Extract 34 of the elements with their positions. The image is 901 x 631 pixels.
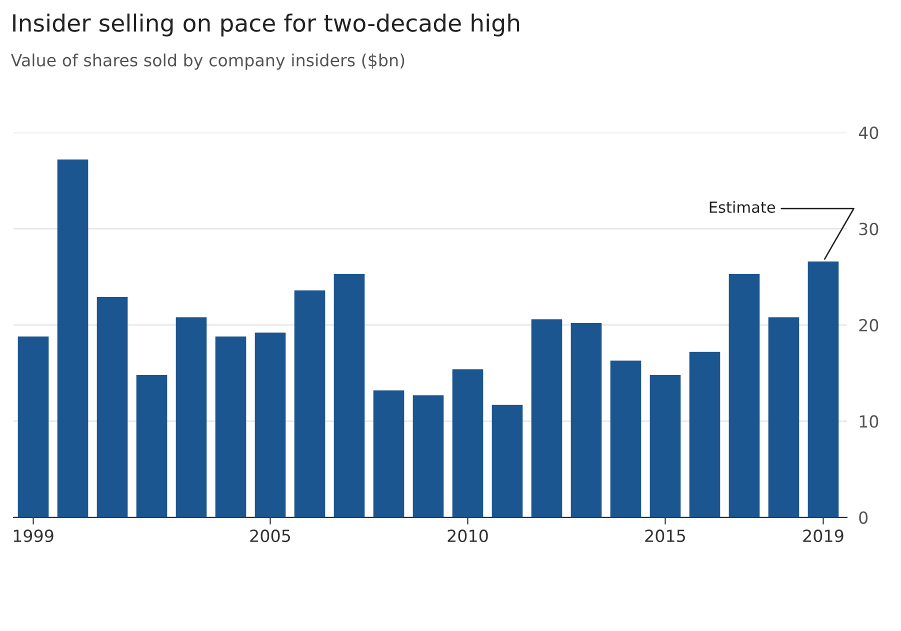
- x-tick-label: 2015: [645, 530, 685, 542]
- bar: [452, 369, 484, 518]
- bar: [728, 274, 760, 518]
- bar: [373, 390, 404, 518]
- y-tick-label: 0: [859, 511, 868, 524]
- y-tick-label: 30: [859, 222, 878, 236]
- bar: [531, 319, 562, 518]
- x-tick-label: 2010: [448, 530, 488, 542]
- y-tick-label: 20: [859, 318, 878, 332]
- bar: [492, 404, 523, 518]
- y-tick-label: 40: [858, 126, 878, 140]
- chart-title: Insider selling on pace for two-decade high: [13, 14, 520, 36]
- x-tick-label: 2005: [250, 530, 290, 542]
- annotation: Estimate: [710, 201, 776, 213]
- bar: [570, 323, 602, 518]
- bar: [254, 332, 286, 518]
- bar: [412, 395, 444, 518]
- bar: [808, 261, 839, 518]
- bar: [136, 375, 168, 518]
- bar: [176, 317, 207, 518]
- bar: [768, 317, 800, 518]
- bar: [18, 336, 49, 518]
- x-tick-label: 2019: [803, 530, 844, 542]
- x-tick-label: 1999: [14, 530, 54, 542]
- bar: [96, 297, 128, 518]
- bar: [650, 375, 681, 518]
- chart-subtitle: Value of shares sold by company insiders ($bn): [10, 54, 404, 70]
- bar: [215, 336, 246, 518]
- y-tick-label: 10: [860, 415, 878, 428]
- bar: [689, 352, 720, 518]
- bar: [57, 159, 88, 518]
- bar: [294, 290, 326, 518]
- bar: [334, 274, 365, 518]
- bar: [610, 360, 642, 518]
